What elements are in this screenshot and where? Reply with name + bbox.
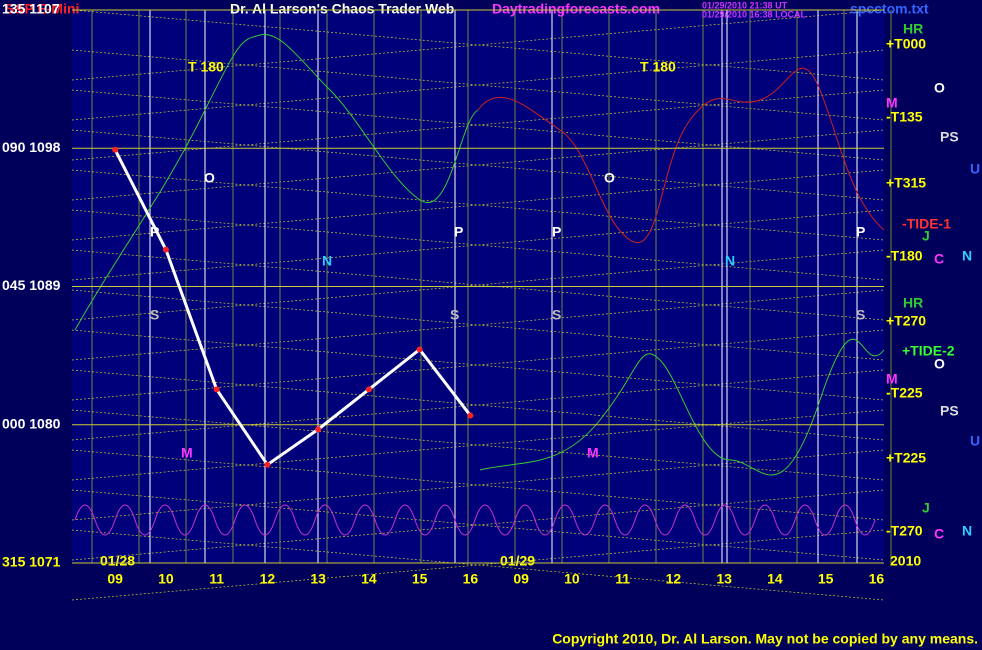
annotation: S (552, 307, 561, 323)
timestamp: 01/29/2010 16:38 LOCAL (702, 9, 807, 19)
annotation: -T180 (886, 248, 923, 264)
cycle-curve (74, 504, 876, 536)
annotation: -T225 (886, 385, 923, 401)
annotation: P (454, 224, 463, 240)
y-tick-label: 090 1098 (2, 139, 61, 155)
instrument: S&P E-Mini (5, 1, 79, 17)
site: Daytradingforecasts.com (492, 1, 660, 17)
timestamp: 01/29/2010 21:38 UT (702, 0, 788, 10)
annotation: HR (903, 295, 923, 311)
annotation: M (886, 95, 898, 111)
annotation: PS (940, 403, 959, 419)
annotation: M (181, 445, 193, 461)
annotation: +T270 (886, 313, 926, 329)
copyright: Copyright 2010, Dr. Al Larson. May not b… (552, 631, 978, 647)
y-tick-label: 315 1071 (2, 554, 61, 570)
x-tick-label: 11 (209, 571, 224, 587)
forecast-curve (477, 67, 885, 244)
annotation: M (587, 445, 599, 461)
date-label: 2010 (890, 553, 921, 569)
annotation: N (962, 248, 972, 264)
annotation: -T135 (886, 109, 923, 125)
annotation: O (934, 80, 945, 96)
x-tick-label: 12 (260, 571, 276, 587)
annotation: N (962, 523, 972, 539)
annotation: N (322, 253, 332, 269)
price-point (162, 246, 169, 253)
y-tick-label: 135 1107 (2, 1, 60, 17)
x-tick-label: 15 (818, 571, 834, 587)
annotation: N (725, 253, 735, 269)
annotation: S (150, 307, 159, 323)
x-tick-label: 10 (158, 571, 174, 587)
x-tick-label: 16 (463, 571, 479, 587)
forecast-curve (479, 338, 885, 476)
x-tick-label: 09 (107, 571, 123, 587)
price-point (213, 386, 220, 393)
x-tick-label: 14 (361, 571, 377, 587)
annotation: U (970, 433, 980, 449)
annotation: C (934, 526, 944, 542)
file-name: spcctom.txt (850, 1, 929, 17)
annotation: P (856, 224, 865, 240)
price-point (365, 386, 372, 393)
x-tick-label: 16 (869, 571, 885, 587)
annotation: HR (903, 21, 923, 37)
forecast-curve (74, 34, 479, 331)
price-point (467, 412, 474, 419)
x-tick-label: 15 (412, 571, 428, 587)
annotation: +T315 (886, 175, 926, 191)
x-tick-label: 12 (666, 571, 682, 587)
annotation: S (856, 307, 865, 323)
annotation: P (552, 224, 561, 240)
annotation: S (450, 307, 459, 323)
price-point (315, 426, 322, 433)
x-tick-label: 13 (310, 571, 326, 587)
x-tick-label: 11 (615, 571, 630, 587)
chart-title: Dr. Al Larson's Chaos Trader Web (230, 1, 454, 17)
price-point (264, 461, 271, 468)
price-line (113, 149, 472, 467)
y-tick-label: 045 1089 (2, 277, 61, 293)
annotation: O (604, 170, 615, 186)
annotation: -TIDE-1 (902, 216, 951, 232)
annotation: PS (940, 129, 959, 145)
x-tick-label: 14 (767, 571, 783, 587)
annotation: +T000 (886, 36, 926, 52)
annotation: -T270 (886, 523, 923, 539)
price-point (416, 346, 423, 353)
annotation: M (886, 371, 898, 387)
annotation: O (204, 170, 215, 186)
y-tick-label: 000 1080 (2, 415, 61, 431)
annotation: P (150, 224, 159, 240)
annotation: +TIDE-2 (902, 343, 955, 359)
price-point (112, 146, 119, 153)
x-tick-label: 10 (564, 571, 580, 587)
annotation: U (970, 161, 980, 177)
annotation: T 180 (640, 59, 676, 75)
date-label: 01/28 (100, 553, 135, 569)
annotation: C (934, 251, 944, 267)
annotation: J (922, 500, 930, 516)
annotation: J (922, 228, 930, 244)
annotation: T 180 (188, 59, 224, 75)
date-label: 01/29 (500, 553, 535, 569)
x-tick-label: 09 (513, 571, 529, 587)
annotation: +T225 (886, 450, 926, 466)
annotation: O (934, 356, 945, 372)
x-tick-label: 13 (716, 571, 732, 587)
